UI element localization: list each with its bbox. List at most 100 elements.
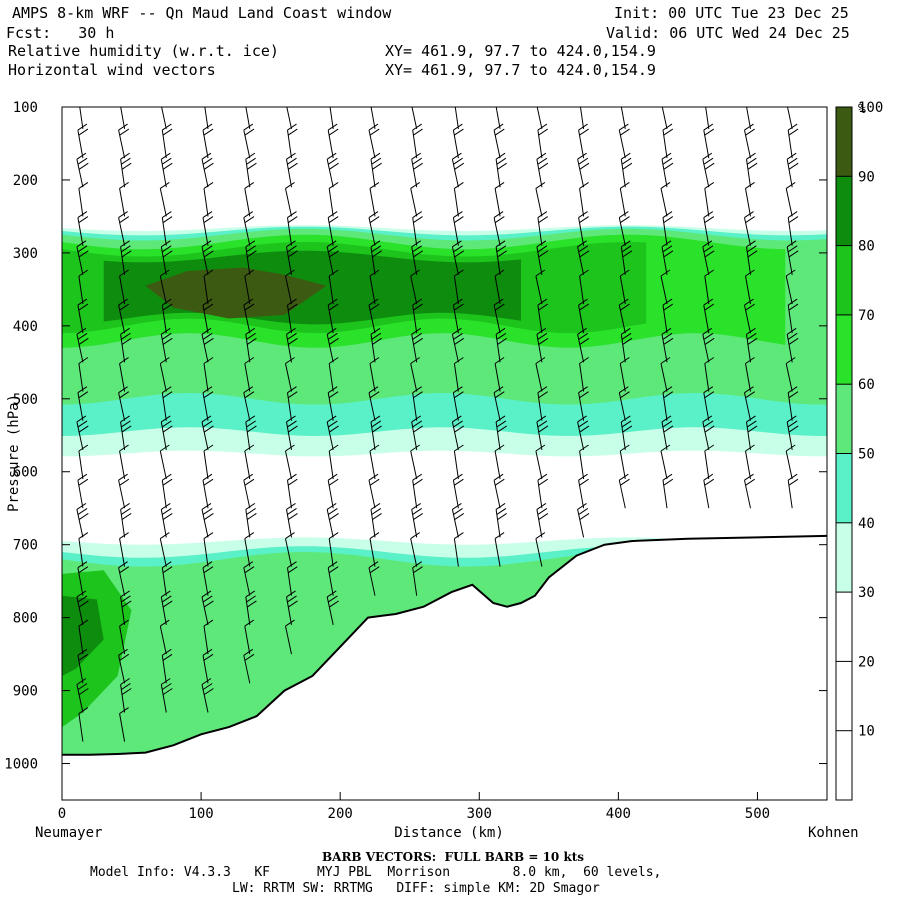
wind-barb — [578, 298, 589, 334]
wind-barb — [243, 561, 255, 596]
wind-barb — [327, 386, 339, 421]
wind-barb — [201, 240, 214, 275]
wind-barb — [619, 357, 630, 392]
wind-barb — [786, 415, 799, 450]
wind-barb — [243, 386, 255, 421]
y-axis-title: Pressure (hPa) — [6, 394, 22, 512]
terrain-line — [62, 534, 827, 756]
wind-barb — [160, 152, 173, 188]
wind-barb — [579, 107, 585, 129]
wind-barb — [286, 590, 298, 625]
wind-barb — [78, 444, 89, 480]
colorbar-label: 50 — [858, 447, 875, 463]
wind-barb — [201, 502, 214, 538]
wind-barb — [702, 240, 715, 275]
wind-barb — [327, 298, 339, 334]
wind-barb — [702, 415, 715, 451]
wind-barb — [327, 473, 339, 509]
wind-barb — [203, 444, 214, 480]
y-tick-label: 300 — [13, 246, 38, 262]
wind-barb — [494, 357, 505, 392]
wind-barb — [159, 532, 170, 567]
wind-barb — [785, 181, 796, 217]
wind-barb — [661, 152, 674, 188]
colorbar-swatch — [836, 661, 852, 731]
colorbar-label: 80 — [858, 239, 875, 255]
wind-barb — [620, 240, 633, 275]
y-tick-label: 500 — [13, 392, 38, 408]
wind-barb — [244, 357, 255, 392]
wind-barb — [245, 240, 257, 275]
y-tick-label: 800 — [13, 611, 38, 627]
wind-barb — [286, 240, 298, 275]
wind-barb — [368, 386, 380, 421]
wind-barb — [702, 327, 715, 363]
wind-barb — [370, 327, 382, 363]
wind-barb — [161, 386, 173, 421]
wind-barb — [160, 327, 173, 363]
wind-barb — [202, 473, 214, 509]
colorbar-label: 40 — [858, 516, 875, 532]
wind-barb — [579, 357, 589, 392]
colorbar-label: 30 — [858, 585, 875, 601]
wind-barb — [160, 502, 173, 538]
wind-barb — [285, 181, 295, 217]
wind-barb — [578, 211, 589, 246]
wind-barb — [285, 444, 295, 480]
y-tick-label: 200 — [13, 173, 38, 189]
wind-barb — [327, 561, 339, 596]
wind-barb — [202, 298, 214, 334]
wind-barb — [451, 152, 465, 188]
colorbar-label: 90 — [858, 169, 875, 185]
wind-barb — [286, 327, 298, 363]
wind-barb — [328, 269, 339, 305]
valid-time: Valid: 06 UTC Wed 24 Dec 25 — [606, 24, 850, 42]
wind-barb — [452, 386, 464, 421]
wind-barb — [245, 152, 257, 188]
wind-barb — [537, 386, 548, 421]
wind-barb — [120, 240, 132, 275]
wind-barb — [536, 240, 549, 275]
wind-barb — [412, 298, 423, 334]
wind-barb — [494, 444, 505, 480]
wind-barb — [327, 123, 339, 159]
wind-barb — [76, 502, 89, 538]
wind-barb — [118, 648, 130, 684]
y-tick-label: 400 — [13, 319, 38, 335]
x-tick-label: 400 — [606, 806, 631, 822]
colorbar-unit: % — [858, 102, 866, 117]
x-tick-label: 200 — [328, 806, 353, 822]
wind-barb — [495, 107, 501, 129]
wind-barb — [452, 298, 464, 334]
wind-barb — [161, 123, 173, 159]
colorbar-swatch — [836, 384, 852, 454]
wind-barb — [494, 181, 505, 217]
wind-barb — [118, 123, 130, 159]
wind-barb — [660, 269, 671, 305]
wind-barb — [77, 561, 89, 596]
wind-barb — [285, 619, 295, 655]
wind-barb — [411, 502, 423, 538]
model-info: Model Info: V4.3.3 KF MYJ PBL Morrison 8… — [90, 865, 662, 880]
x-endpoint-left: Neumayer — [35, 825, 102, 841]
wind-barb — [203, 532, 214, 567]
rh-low-90 — [62, 595, 104, 676]
wind-barb — [412, 561, 423, 596]
wind-barb — [118, 473, 130, 509]
wind-barb — [662, 473, 674, 509]
wind-barb — [119, 707, 129, 742]
x-tick-label: 300 — [467, 806, 492, 822]
wind-barb — [119, 181, 129, 217]
wind-barb — [661, 327, 674, 363]
wind-barb — [410, 532, 420, 567]
plot-frame — [61, 106, 828, 801]
wind-barb — [704, 181, 715, 217]
wind-barb — [412, 211, 423, 246]
wind-barb — [369, 181, 380, 217]
wind-barb — [160, 415, 173, 450]
wind-barb — [202, 386, 214, 421]
wind-barb — [285, 269, 295, 305]
wind-barb — [494, 532, 505, 567]
wind-barb — [287, 473, 298, 509]
wind-barb — [326, 240, 339, 275]
